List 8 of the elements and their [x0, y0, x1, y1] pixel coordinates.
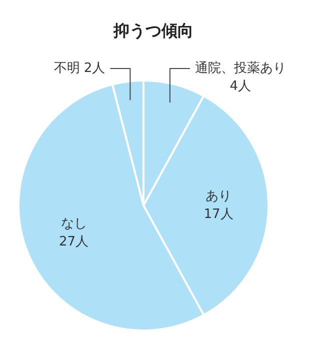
data-label: 17人: [204, 207, 234, 222]
slice-label: 通院、投薬あり: [194, 61, 286, 76]
slice-label: なし: [60, 216, 87, 232]
slice-label: 不明 2人: [54, 61, 106, 76]
data-label: 4人: [230, 79, 252, 94]
chart-title: 抑うつ傾向: [112, 21, 194, 40]
slice-label: あり: [206, 189, 232, 204]
data-label: 27人: [58, 234, 89, 250]
